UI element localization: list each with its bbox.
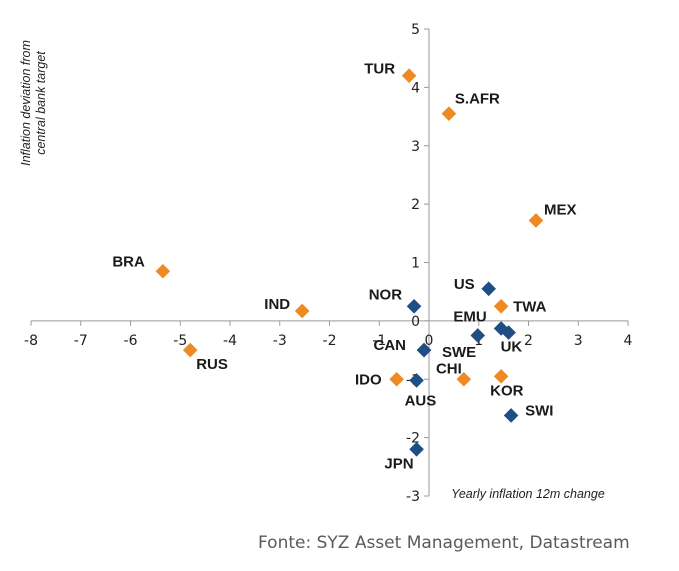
label-swe: SWE (442, 344, 476, 361)
x-tick-label: -8 (24, 333, 38, 349)
point-aus (409, 373, 424, 388)
point-nor (406, 298, 422, 314)
source-note: Fonte: SYZ Asset Management, Datastream (258, 533, 630, 553)
label-twa: TWA (513, 298, 546, 315)
y-tick-label: 3 (411, 139, 420, 155)
point-rus (182, 342, 198, 358)
point-ind (294, 303, 310, 319)
y-tick-label: 5 (411, 22, 420, 38)
label-can: CAN (374, 337, 407, 354)
x-tick-label: -4 (223, 333, 237, 349)
label-s-afr: S.AFR (455, 91, 500, 108)
x-tick-label: -2 (323, 333, 337, 349)
x-tick-label: 0 (425, 333, 434, 349)
label-emu: EMU (453, 308, 486, 325)
point-mex (528, 213, 544, 228)
point-labels: TUR S.AFR MEX BRA IND TWA RUS IDO CHI KOR US NOR EMU… (112, 61, 576, 473)
y-tick-label: 2 (411, 197, 420, 213)
point-bra (155, 263, 171, 279)
label-tur: TUR (364, 61, 395, 78)
point-swi (503, 408, 519, 423)
y-axis-title-line: central bank target (34, 51, 48, 155)
data-points (155, 68, 544, 457)
label-nor: NOR (369, 286, 403, 303)
x-axis-title: Yearly inflation 12m change (451, 487, 605, 501)
point-us (481, 281, 496, 297)
point-emu (470, 328, 486, 343)
y-tick-label: -3 (406, 489, 420, 505)
point-tur (401, 68, 417, 83)
label-rus: RUS (196, 356, 228, 373)
label-swi: SWI (525, 402, 553, 419)
x-tick-label: -5 (173, 333, 187, 349)
point-unlabeled (493, 321, 509, 336)
x-tick-label: 4 (624, 333, 633, 349)
label-chi: CHI (436, 360, 462, 377)
y-tick-label: 1 (411, 256, 420, 272)
x-tick-label: -7 (74, 333, 88, 349)
x-tick-label: 2 (524, 333, 533, 349)
point-twa (493, 298, 509, 314)
y-axis-title-line: Inflation deviation from (19, 40, 33, 166)
point-swe (416, 342, 432, 358)
label-kor: KOR (490, 382, 524, 399)
x-tick-label: -6 (124, 333, 138, 349)
point-chi (456, 371, 472, 387)
label-mex: MEX (544, 201, 577, 218)
y-axis-title: Inflation deviation fromcentral bank tar… (19, 40, 48, 166)
y-tick-label: 0 (411, 314, 420, 330)
x-tick-label: 3 (574, 333, 583, 349)
label-ind: IND (264, 296, 290, 313)
point-ido (389, 371, 404, 387)
point-kor (493, 369, 509, 384)
x-tick-label: -1 (372, 333, 386, 349)
label-uk: UK (501, 339, 523, 356)
label-us: US (454, 276, 475, 293)
point-s-afr (441, 106, 457, 121)
label-jpn: JPN (384, 455, 413, 472)
label-ido: IDO (355, 371, 382, 388)
axis-titles: Yearly inflation 12m change Inflation dev… (19, 40, 605, 501)
point-jpn (409, 442, 424, 457)
y-tick-label: 4 (411, 80, 420, 96)
label-bra: BRA (112, 253, 145, 270)
x-tick-label: -3 (273, 333, 287, 349)
label-aus: AUS (405, 392, 437, 409)
